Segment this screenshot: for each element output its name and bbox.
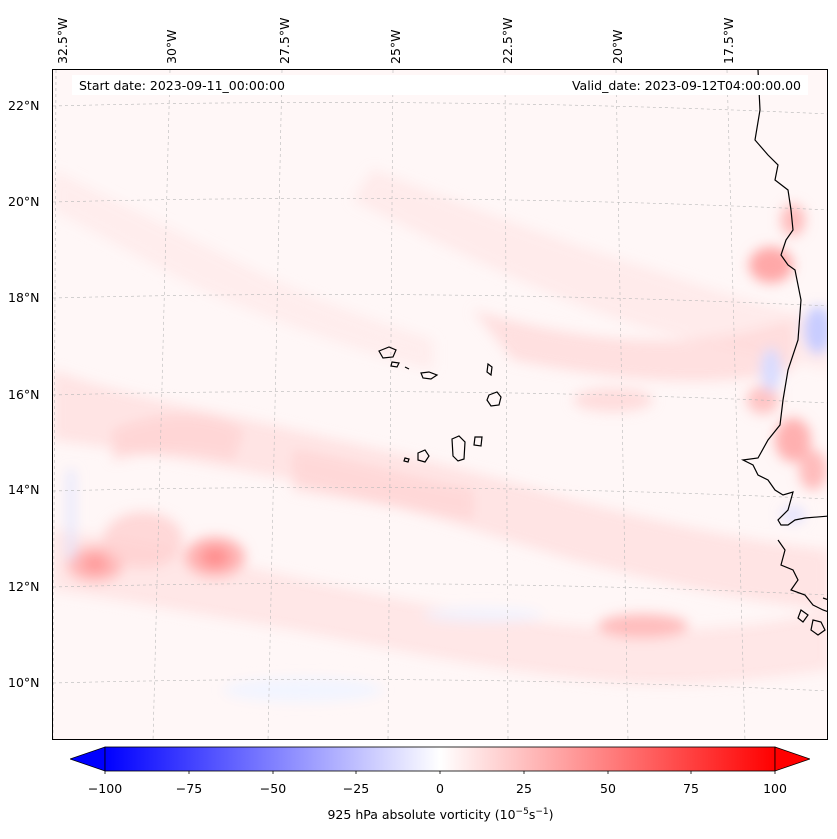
lon-label-27-5w: 27.5°W <box>277 17 292 64</box>
lat-label-10n: 10°N <box>8 675 40 690</box>
colorbar <box>70 746 810 774</box>
colorbar-gradient <box>104 746 776 772</box>
lon-label-17-5w: 17.5°W <box>721 17 736 64</box>
start-date-label: Start date: 2023-09-11_00:00:00 <box>79 78 285 93</box>
vorticity-field <box>53 170 827 702</box>
map-panel <box>52 69 828 740</box>
colorbar-label-exponent-1: −5 <box>515 807 529 817</box>
colorbar-left-extend <box>70 746 106 772</box>
lat-label-18n: 18°N <box>8 290 40 305</box>
lat-label-16n: 16°N <box>8 387 40 402</box>
lat-label-12n: 12°N <box>8 579 40 594</box>
colorbar-label-unit: s <box>528 807 536 823</box>
colorbar-tick-label: 0 <box>436 781 444 796</box>
colorbar-ticks <box>104 771 776 774</box>
valid-date-label: Valid_date: 2023-09-12T04:00:00.00 <box>571 78 801 93</box>
lat-label-14n: 14°N <box>8 482 40 497</box>
colorbar-tick-label: −50 <box>259 781 287 796</box>
lon-label-32-5w: 32.5°W <box>55 17 70 64</box>
lon-label-20w: 20°W <box>610 29 625 64</box>
colorbar-tick-label: 25 <box>516 781 532 796</box>
colorbar-tick-label: −100 <box>87 781 123 796</box>
colorbar-tick-label: −75 <box>175 781 203 796</box>
colorbar-label-exponent-2: −1 <box>535 807 549 817</box>
colorbar-tick-label: −25 <box>342 781 370 796</box>
vorticity-map <box>53 70 827 739</box>
lon-label-30w: 30°W <box>164 29 179 64</box>
lat-label-22n: 22°N <box>8 98 40 113</box>
coastlines <box>378 70 827 636</box>
colorbar-tick-label: 50 <box>600 781 616 796</box>
colorbar-label-main: 925 hPa absolute vorticity (10 <box>327 807 516 823</box>
graticule <box>53 70 827 739</box>
colorbar-label-end: ) <box>548 807 554 823</box>
colorbar-tick-label: 100 <box>763 781 787 796</box>
date-info-box: Start date: 2023-09-11_00:00:00 Valid_da… <box>72 75 808 95</box>
colorbar-label: 925 hPa absolute vorticity (10−5s−1) <box>22 807 837 822</box>
lon-label-25w: 25°W <box>388 29 403 64</box>
lat-label-20n: 20°N <box>8 194 40 209</box>
lon-label-22-5w: 22.5°W <box>500 17 515 64</box>
colorbar-tick-label: 75 <box>683 781 699 796</box>
colorbar-right-extend <box>774 746 810 772</box>
